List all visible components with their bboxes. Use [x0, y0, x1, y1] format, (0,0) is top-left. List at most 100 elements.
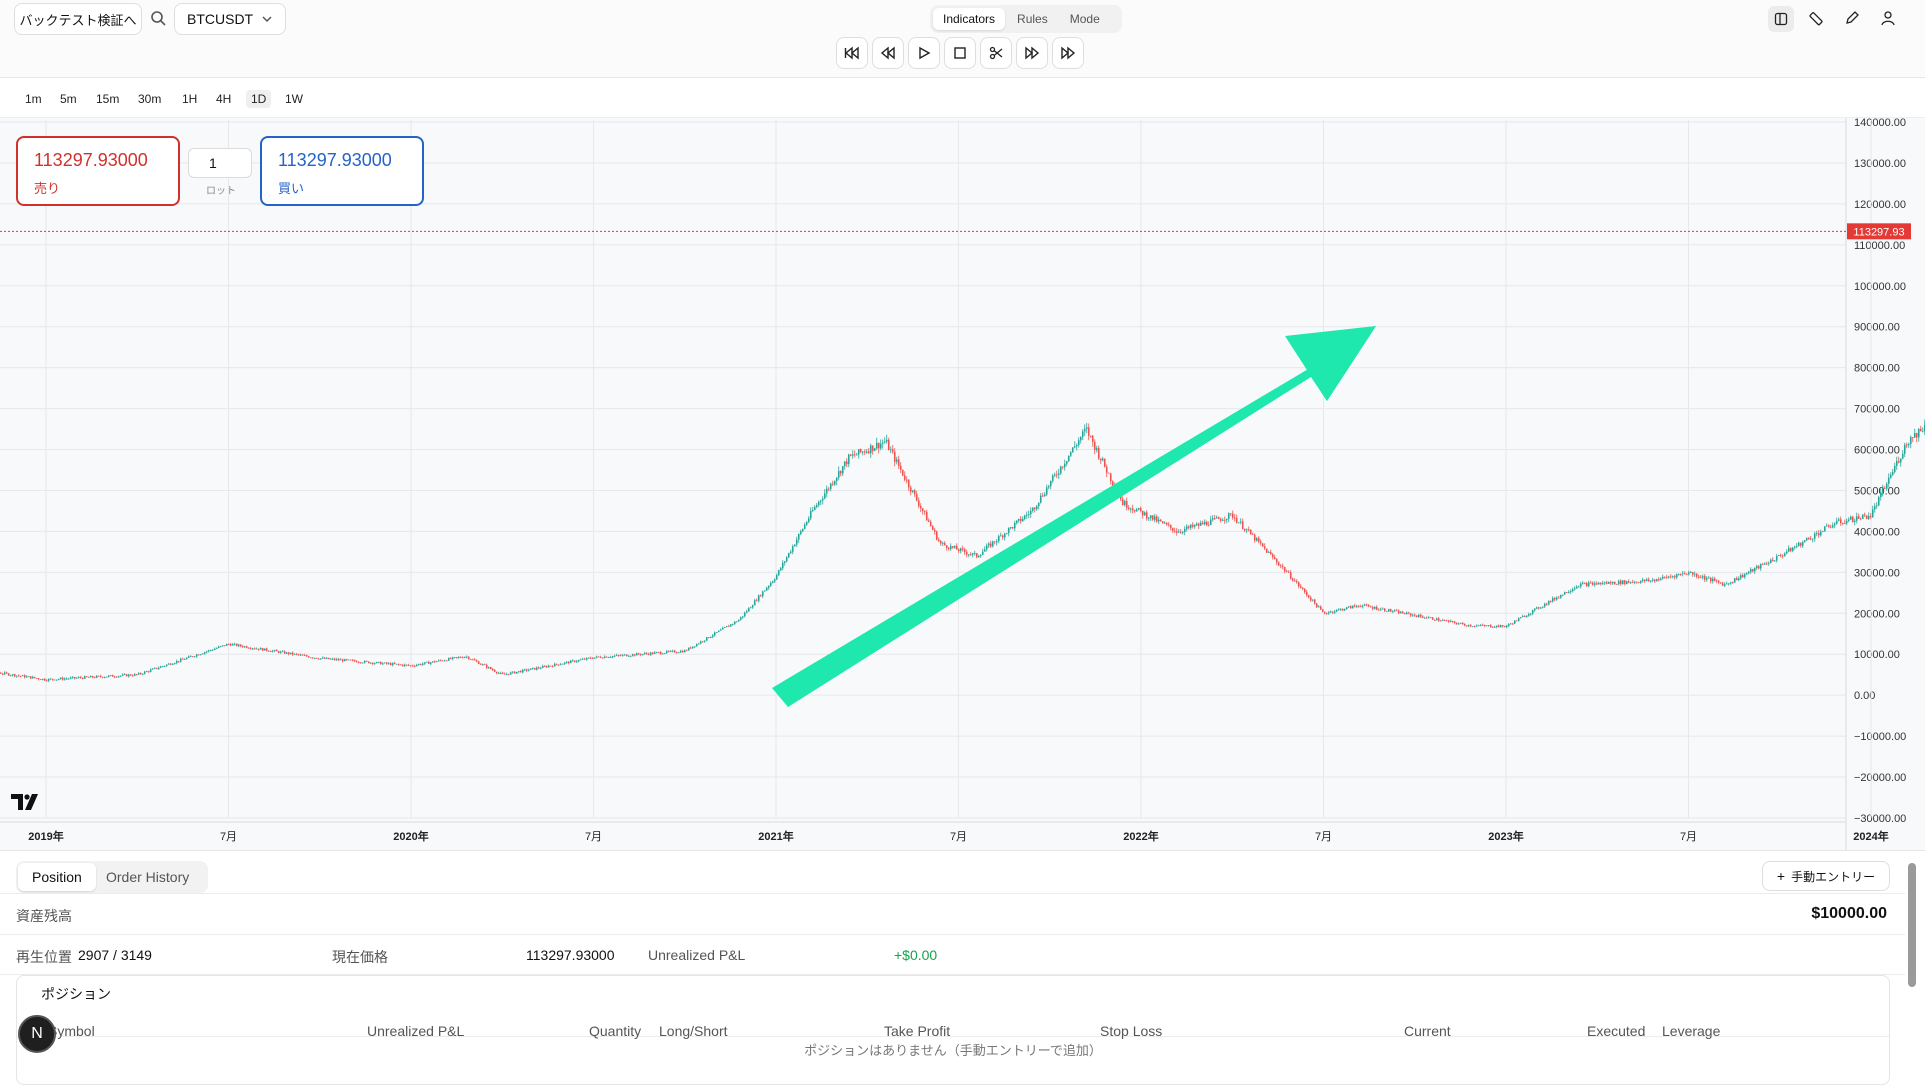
candle-body: [815, 505, 818, 508]
candle-body: [603, 656, 606, 659]
candle-body: [1419, 614, 1422, 617]
candle-body: [1543, 603, 1546, 607]
symbol-selector[interactable]: BTCUSDT: [174, 3, 286, 35]
lot-input[interactable]: 1: [188, 148, 252, 178]
candle-body: [787, 552, 790, 558]
candle-body: [805, 522, 808, 525]
timeframe-4h[interactable]: 4H: [216, 92, 232, 106]
candle-body: [1539, 607, 1542, 609]
candle-body: [153, 667, 156, 669]
candle-body: [1519, 617, 1522, 619]
candle-body: [473, 659, 476, 661]
candle-body: [899, 465, 902, 470]
candle-body: [113, 676, 116, 678]
candle-body: [1587, 582, 1590, 587]
tab-rules[interactable]: Rules: [1017, 12, 1048, 26]
candle-body: [35, 678, 38, 679]
candle-body: [303, 655, 306, 657]
play-button[interactable]: [908, 37, 940, 69]
candle-body: [929, 521, 932, 526]
candle-body: [1379, 608, 1382, 610]
step-back-button[interactable]: [872, 37, 904, 69]
tab-position[interactable]: Position: [18, 863, 96, 891]
candle-body: [211, 649, 214, 651]
cut-button[interactable]: [980, 37, 1012, 69]
candle-body: [105, 676, 108, 678]
candle-body: [1575, 586, 1578, 589]
candle-body: [1121, 499, 1124, 505]
back-to-backtest-button[interactable]: バックテスト検証へ: [14, 3, 142, 35]
candle-body: [1607, 582, 1610, 584]
candle-body: [1905, 444, 1908, 446]
candle-body: [505, 673, 508, 675]
candle-body: [1515, 620, 1518, 622]
candle-body: [1123, 501, 1126, 505]
timeframe-1w[interactable]: 1W: [285, 92, 303, 106]
candle-body: [1365, 604, 1368, 606]
candle-body: [1779, 555, 1782, 556]
buy-button[interactable]: 113297.93000 買い: [260, 136, 424, 206]
tab-order-history[interactable]: Order History: [106, 869, 190, 885]
candle-body: [145, 671, 148, 673]
candle-body: [285, 652, 288, 654]
timeframe-1m[interactable]: 1m: [25, 92, 42, 106]
price-chart[interactable]: 140000.00 130000.00 120000.00 110000.00 1000…: [0, 118, 1925, 850]
stop-button[interactable]: [944, 37, 976, 69]
candle-body: [1225, 518, 1228, 521]
candle-body: [1169, 524, 1172, 528]
candle-body: [503, 673, 506, 675]
skip-to-start-button[interactable]: [836, 37, 868, 69]
scrollbar[interactable]: [1908, 863, 1916, 987]
candle-body: [225, 644, 228, 646]
panel-toggle-icon[interactable]: [1768, 6, 1794, 32]
search-icon[interactable]: [150, 10, 166, 26]
pencil-icon[interactable]: [1844, 10, 1860, 31]
y-tick-label: 10000.00: [1854, 649, 1900, 661]
user-icon[interactable]: [1880, 10, 1896, 31]
candle-body: [1077, 440, 1080, 446]
sell-button[interactable]: 113297.93000 売り: [16, 136, 180, 206]
skip-to-end-button[interactable]: [1052, 37, 1084, 69]
candle-body: [1453, 621, 1456, 624]
timeframe-15m[interactable]: 15m: [96, 92, 120, 106]
col-symbol: Symbol: [48, 1023, 95, 1039]
candle-body: [931, 525, 934, 530]
candle-body: [77, 677, 80, 679]
candle-body: [441, 660, 444, 662]
candle-body: [167, 663, 170, 665]
candle-body: [443, 660, 446, 662]
timeframe-1d[interactable]: 1D: [246, 90, 272, 108]
candle-body: [1885, 483, 1888, 489]
candle-body: [1217, 517, 1220, 520]
candle-body: [1843, 523, 1846, 524]
candle-body: [1787, 548, 1790, 552]
candlestick-chart[interactable]: 140000.00130000.00120000.00110000.001000…: [0, 118, 1925, 850]
manual-entry-button[interactable]: + 手動エントリー: [1762, 861, 1890, 891]
tab-indicators[interactable]: Indicators: [933, 8, 1006, 30]
timeframe-30m[interactable]: 30m: [138, 92, 162, 106]
candle-body: [1371, 607, 1374, 609]
candle-body: [637, 653, 640, 655]
candle-body: [1119, 496, 1122, 500]
empty-state: ポジションはありません（手動エントリーで追加）: [804, 1043, 1102, 1058]
candle-body: [1295, 581, 1298, 583]
avatar[interactable]: N: [18, 1015, 56, 1053]
ruler-icon[interactable]: [1808, 10, 1824, 31]
candle-body: [707, 637, 710, 638]
candle-body: [1591, 582, 1594, 585]
tab-mode[interactable]: Mode: [1069, 12, 1100, 26]
candle-body: [1761, 564, 1764, 565]
timeframe-5m[interactable]: 5m: [60, 92, 77, 106]
candle-body: [1283, 567, 1286, 572]
candle-body: [223, 645, 226, 647]
candle-body: [1537, 607, 1540, 609]
step-forward-button[interactable]: [1016, 37, 1048, 69]
candle-body: [249, 648, 252, 649]
candle-body: [965, 552, 968, 555]
candle-body: [1715, 580, 1718, 582]
timeframe-1h[interactable]: 1H: [182, 92, 198, 106]
candle-body: [913, 490, 916, 495]
candle-body: [1067, 455, 1070, 462]
candle-body: [1691, 572, 1694, 575]
candle-body: [823, 493, 826, 499]
